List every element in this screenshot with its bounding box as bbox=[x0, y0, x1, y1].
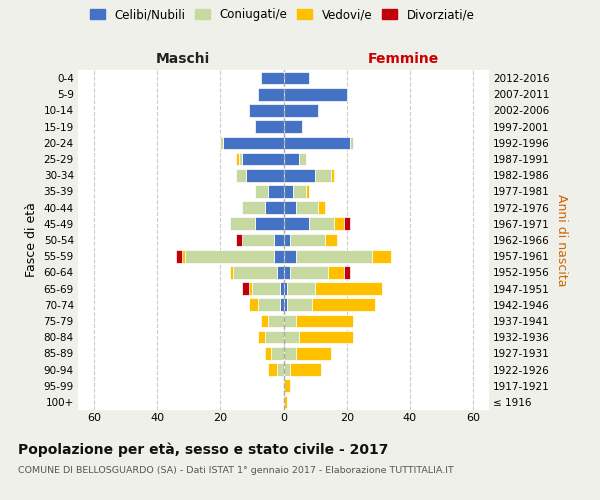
Legend: Celibi/Nubili, Coniugati/e, Vedovi/e, Divorziati/e: Celibi/Nubili, Coniugati/e, Vedovi/e, Di… bbox=[89, 8, 475, 22]
Bar bbox=[236, 169, 245, 181]
Bar bbox=[242, 282, 249, 295]
Bar bbox=[252, 282, 280, 295]
Bar bbox=[290, 266, 328, 278]
Bar bbox=[277, 266, 284, 278]
Bar bbox=[262, 72, 284, 85]
Bar bbox=[328, 266, 344, 278]
Bar bbox=[265, 347, 271, 360]
Bar bbox=[239, 152, 242, 166]
Bar bbox=[255, 218, 284, 230]
Bar bbox=[249, 104, 284, 117]
Bar bbox=[284, 250, 296, 262]
Bar bbox=[350, 136, 353, 149]
Bar bbox=[296, 314, 353, 328]
Bar bbox=[220, 136, 223, 149]
Bar bbox=[284, 363, 290, 376]
Bar bbox=[290, 363, 322, 376]
Bar bbox=[182, 250, 185, 262]
Bar bbox=[274, 234, 284, 246]
Bar bbox=[284, 152, 299, 166]
Bar bbox=[268, 363, 277, 376]
Bar bbox=[305, 185, 309, 198]
Bar bbox=[284, 266, 290, 278]
Bar bbox=[284, 136, 350, 149]
Bar bbox=[284, 234, 290, 246]
Bar bbox=[284, 169, 315, 181]
Text: Femmine: Femmine bbox=[368, 52, 439, 66]
Bar bbox=[245, 169, 284, 181]
Bar bbox=[299, 152, 305, 166]
Bar bbox=[284, 104, 318, 117]
Bar bbox=[284, 298, 287, 311]
Y-axis label: Anni di nascita: Anni di nascita bbox=[555, 194, 568, 286]
Bar bbox=[284, 88, 347, 101]
Bar bbox=[284, 185, 293, 198]
Bar bbox=[284, 380, 290, 392]
Bar bbox=[258, 331, 265, 344]
Bar bbox=[312, 298, 375, 311]
Bar bbox=[287, 282, 315, 295]
Bar bbox=[262, 314, 268, 328]
Bar bbox=[284, 314, 296, 328]
Bar bbox=[284, 120, 302, 133]
Bar bbox=[236, 234, 242, 246]
Bar bbox=[296, 347, 331, 360]
Bar bbox=[290, 234, 325, 246]
Bar bbox=[185, 250, 274, 262]
Bar bbox=[242, 152, 284, 166]
Bar bbox=[284, 218, 309, 230]
Bar bbox=[265, 202, 284, 214]
Bar bbox=[280, 298, 284, 311]
Bar bbox=[284, 202, 296, 214]
Bar bbox=[271, 347, 284, 360]
Bar bbox=[268, 314, 284, 328]
Bar bbox=[315, 169, 331, 181]
Bar bbox=[287, 298, 312, 311]
Bar bbox=[255, 120, 284, 133]
Bar bbox=[277, 363, 284, 376]
Bar bbox=[230, 266, 233, 278]
Bar bbox=[344, 266, 350, 278]
Bar bbox=[284, 331, 299, 344]
Bar bbox=[249, 298, 258, 311]
Bar bbox=[176, 250, 182, 262]
Bar bbox=[334, 218, 344, 230]
Bar bbox=[296, 202, 318, 214]
Bar bbox=[233, 266, 277, 278]
Bar bbox=[344, 218, 350, 230]
Bar bbox=[280, 282, 284, 295]
Text: Popolazione per età, sesso e stato civile - 2017: Popolazione per età, sesso e stato civil… bbox=[18, 442, 388, 457]
Bar bbox=[242, 202, 265, 214]
Bar bbox=[255, 185, 268, 198]
Bar bbox=[242, 234, 274, 246]
Bar bbox=[293, 185, 305, 198]
Bar bbox=[268, 185, 284, 198]
Bar bbox=[284, 282, 287, 295]
Bar bbox=[223, 136, 284, 149]
Bar bbox=[309, 218, 334, 230]
Bar bbox=[372, 250, 391, 262]
Bar bbox=[274, 250, 284, 262]
Text: COMUNE DI BELLOSGUARDO (SA) - Dati ISTAT 1° gennaio 2017 - Elaborazione TUTTITAL: COMUNE DI BELLOSGUARDO (SA) - Dati ISTAT… bbox=[18, 466, 454, 475]
Bar bbox=[318, 202, 325, 214]
Bar bbox=[296, 250, 372, 262]
Bar bbox=[284, 396, 287, 408]
Y-axis label: Fasce di età: Fasce di età bbox=[25, 202, 38, 278]
Bar bbox=[265, 331, 284, 344]
Bar bbox=[325, 234, 337, 246]
Bar bbox=[249, 282, 252, 295]
Text: Maschi: Maschi bbox=[156, 52, 210, 66]
Bar bbox=[331, 169, 334, 181]
Bar bbox=[315, 282, 382, 295]
Bar bbox=[236, 152, 239, 166]
Bar bbox=[284, 347, 296, 360]
Bar bbox=[230, 218, 255, 230]
Bar bbox=[299, 331, 353, 344]
Bar bbox=[258, 88, 284, 101]
Bar bbox=[258, 298, 280, 311]
Bar bbox=[284, 72, 309, 85]
